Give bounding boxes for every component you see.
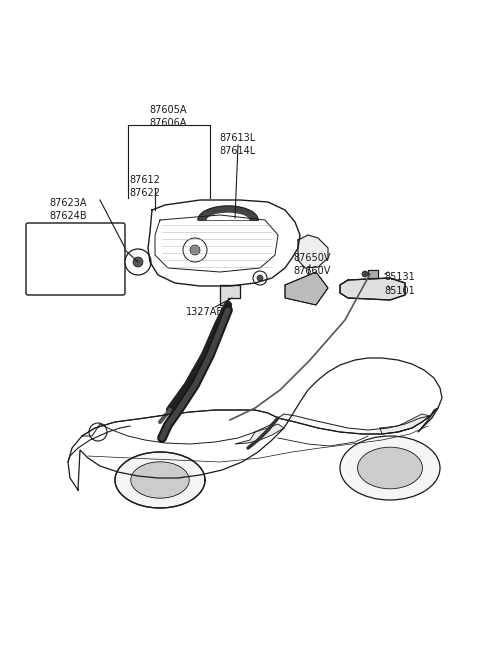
Circle shape (362, 271, 368, 277)
Polygon shape (298, 235, 328, 268)
Circle shape (183, 238, 207, 262)
Circle shape (257, 275, 263, 281)
Polygon shape (220, 285, 240, 305)
Polygon shape (278, 414, 430, 434)
Circle shape (89, 423, 107, 441)
Text: 85131: 85131 (384, 272, 415, 282)
Text: 1327AB: 1327AB (186, 307, 224, 317)
Polygon shape (368, 270, 378, 278)
Text: 87613L
87614L: 87613L 87614L (220, 133, 256, 156)
Polygon shape (380, 414, 430, 434)
Polygon shape (418, 408, 438, 432)
Polygon shape (198, 206, 258, 220)
Polygon shape (285, 272, 328, 305)
Text: 87605A
87606A: 87605A 87606A (149, 105, 187, 128)
Circle shape (253, 271, 267, 285)
Circle shape (190, 245, 200, 255)
Ellipse shape (131, 462, 189, 498)
Circle shape (125, 249, 151, 275)
Text: 87612
87622: 87612 87622 (130, 175, 160, 198)
Text: 87623A
87624B: 87623A 87624B (49, 198, 87, 221)
Text: 85101: 85101 (384, 286, 415, 296)
Circle shape (133, 257, 143, 267)
Polygon shape (235, 424, 284, 444)
Polygon shape (340, 278, 405, 300)
Ellipse shape (358, 447, 422, 489)
Text: 87650V
87660V: 87650V 87660V (293, 253, 331, 276)
Ellipse shape (115, 452, 205, 508)
FancyBboxPatch shape (26, 223, 125, 295)
Ellipse shape (340, 436, 440, 500)
